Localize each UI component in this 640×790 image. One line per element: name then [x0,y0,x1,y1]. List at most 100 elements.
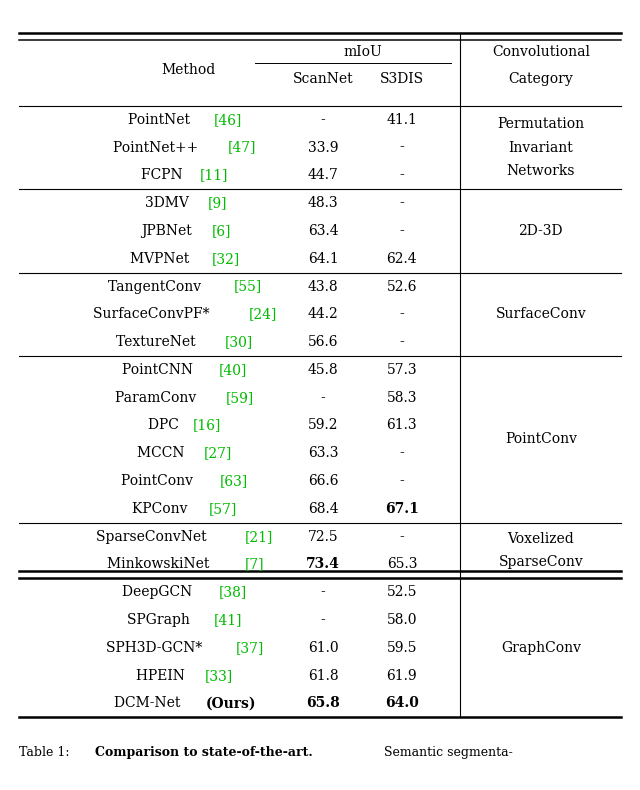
Text: 59.2: 59.2 [308,419,339,432]
Text: [7]: [7] [245,558,264,571]
Text: [33]: [33] [205,668,233,683]
Text: 45.8: 45.8 [308,363,339,377]
Text: [24]: [24] [248,307,277,322]
Text: 33.9: 33.9 [308,141,339,155]
Text: 56.6: 56.6 [308,335,339,349]
Text: 63.3: 63.3 [308,446,339,461]
Text: Category: Category [508,72,573,86]
Text: 61.9: 61.9 [387,668,417,683]
Text: 73.4: 73.4 [307,558,340,571]
Text: [6]: [6] [212,224,231,238]
Text: SparseConv: SparseConv [499,555,583,570]
Text: SPH3D-GCN*: SPH3D-GCN* [106,641,206,655]
Text: [38]: [38] [219,585,247,600]
Text: [63]: [63] [220,474,248,488]
Text: 61.0: 61.0 [308,641,339,655]
Text: [57]: [57] [209,502,237,516]
Text: PointNet: PointNet [127,113,194,126]
Text: 44.7: 44.7 [308,168,339,182]
Text: 59.5: 59.5 [387,641,417,655]
Text: -: - [321,585,326,600]
Text: -: - [399,168,404,182]
Text: -: - [399,224,404,238]
Text: JPBNet: JPBNet [141,224,196,238]
Text: 57.3: 57.3 [387,363,417,377]
Text: [47]: [47] [228,141,257,155]
Text: 44.2: 44.2 [308,307,339,322]
Text: -: - [399,196,404,210]
Text: Semantic segmenta-: Semantic segmenta- [376,746,513,758]
Text: [55]: [55] [234,280,262,294]
Text: Networks: Networks [506,164,575,179]
Text: Permutation: Permutation [497,117,584,131]
Text: 66.6: 66.6 [308,474,339,488]
Text: 52.6: 52.6 [387,280,417,294]
Text: 41.1: 41.1 [387,113,417,126]
Text: -: - [399,446,404,461]
Text: FCPN: FCPN [141,168,187,182]
Text: 64.1: 64.1 [308,252,339,265]
Text: PointCNN: PointCNN [122,363,197,377]
Text: SurfaceConv: SurfaceConv [495,307,586,322]
Text: -: - [399,335,404,349]
Text: MVPNet: MVPNet [129,252,193,265]
Text: 52.5: 52.5 [387,585,417,600]
Text: DCM-Net: DCM-Net [114,697,185,710]
Text: -: - [321,613,326,627]
Text: TangentConv: TangentConv [108,280,205,294]
Text: -: - [399,307,404,322]
Text: 62.4: 62.4 [387,252,417,265]
Text: 58.3: 58.3 [387,391,417,404]
Text: Convolutional: Convolutional [492,45,590,59]
Text: [41]: [41] [214,613,243,627]
Text: HPEIN: HPEIN [136,668,189,683]
Text: S3DIS: S3DIS [380,72,424,86]
Text: 58.0: 58.0 [387,613,417,627]
Text: 65.3: 65.3 [387,558,417,571]
Text: MinkowskiNet: MinkowskiNet [108,558,214,571]
Text: [46]: [46] [213,113,242,126]
Text: [11]: [11] [200,168,228,182]
Text: PointConv: PointConv [122,474,198,488]
Text: SPGraph: SPGraph [127,613,195,627]
Text: [40]: [40] [219,363,248,377]
Text: PointConv: PointConv [505,432,577,446]
Text: 2D-3D: 2D-3D [518,224,563,238]
Text: -: - [321,391,326,404]
Text: 67.1: 67.1 [385,502,419,516]
Text: [59]: [59] [226,391,254,404]
Text: 3DMV: 3DMV [145,196,193,210]
Text: [16]: [16] [193,419,221,432]
Text: 72.5: 72.5 [308,529,339,544]
Text: Comparison to state-of-the-art.: Comparison to state-of-the-art. [95,746,312,758]
Text: [27]: [27] [204,446,232,461]
Text: Method: Method [162,62,216,77]
Text: Invariant: Invariant [508,141,573,155]
Text: TextureNet: TextureNet [116,335,200,349]
Text: 61.3: 61.3 [387,419,417,432]
Text: 65.8: 65.8 [307,697,340,710]
Text: -: - [399,529,404,544]
Text: [32]: [32] [212,252,240,265]
Text: PointNet++: PointNet++ [113,141,202,155]
Text: 68.4: 68.4 [308,502,339,516]
Text: SurfaceConvPF*: SurfaceConvPF* [93,307,213,322]
Text: [37]: [37] [236,641,264,655]
Text: ParamConv: ParamConv [115,391,201,404]
Text: MCCN: MCCN [137,446,189,461]
Text: GraphConv: GraphConv [500,641,581,655]
Text: [9]: [9] [207,196,227,210]
Text: Table 1:: Table 1: [19,746,77,758]
Text: 48.3: 48.3 [308,196,339,210]
Text: mIoU: mIoU [343,45,382,59]
Text: ScanNet: ScanNet [293,72,353,86]
Text: KPConv: KPConv [132,502,192,516]
Text: Voxelized: Voxelized [508,532,574,546]
Text: DPC: DPC [148,419,183,432]
Text: 43.8: 43.8 [308,280,339,294]
Text: -: - [399,474,404,488]
Text: SparseConvNet: SparseConvNet [96,529,211,544]
Text: [30]: [30] [225,335,253,349]
Text: -: - [399,141,404,155]
Text: DeepGCN: DeepGCN [122,585,197,600]
